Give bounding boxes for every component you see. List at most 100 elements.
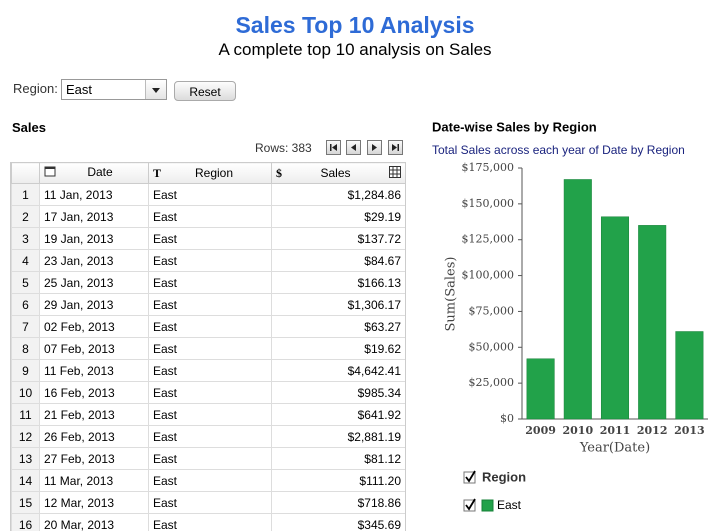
subtitle: A complete top 10 analysis on Sales bbox=[218, 40, 492, 59]
x-tick-label: 2013 bbox=[674, 424, 705, 437]
sales-cell: $137.72 bbox=[271, 227, 405, 250]
legend-title: Region bbox=[482, 469, 526, 484]
last-page[interactable] bbox=[388, 140, 403, 155]
region-cell: East bbox=[148, 315, 272, 338]
date-cell: 02 Feb, 2013 bbox=[39, 315, 149, 338]
legend-swatch bbox=[481, 499, 494, 512]
region-select[interactable]: East bbox=[61, 79, 167, 100]
y-tick-label: $0 bbox=[500, 412, 514, 425]
bar bbox=[526, 358, 555, 420]
y-tick-label: $175,000 bbox=[462, 161, 515, 174]
row-number: 12 bbox=[11, 425, 40, 448]
y-tick-label: $75,000 bbox=[469, 304, 515, 317]
row-number: 7 bbox=[11, 315, 40, 338]
date-cell: 25 Jan, 2013 bbox=[39, 271, 149, 294]
table: Date T Region $ Sales 1 11 Jan, 2013 East $1,284… bbox=[11, 162, 405, 531]
y-axis-label: Sum(Sales) bbox=[444, 257, 459, 332]
column-header: T Region bbox=[148, 162, 272, 184]
x-tick-label: 2009 bbox=[525, 424, 556, 437]
row-number: 1 bbox=[11, 183, 40, 206]
row-number: 8 bbox=[11, 337, 40, 360]
table-row: 9 11 Feb, 2013 East $4,642.41 bbox=[11, 359, 405, 382]
bar bbox=[675, 331, 704, 420]
table-row: 2 17 Jan, 2013 East $29.19 bbox=[11, 205, 405, 228]
row-number: 4 bbox=[11, 249, 40, 272]
y-tick-label: $150,000 bbox=[462, 197, 515, 210]
table-row: 5 25 Jan, 2013 East $166.13 bbox=[11, 271, 405, 294]
column-header: Date bbox=[39, 162, 149, 184]
region-cell: East bbox=[148, 271, 272, 294]
filter-label: Region: bbox=[13, 81, 58, 96]
bar bbox=[638, 225, 667, 420]
select-value: East bbox=[66, 82, 93, 97]
legend-title-checkbox[interactable] bbox=[463, 470, 476, 484]
row-number: 2 bbox=[11, 205, 40, 228]
prev-page[interactable] bbox=[346, 140, 361, 155]
icon bbox=[372, 144, 377, 151]
x-tick-label: 2012 bbox=[637, 424, 668, 437]
column-label: Region bbox=[194, 165, 234, 180]
row-number: 14 bbox=[11, 469, 40, 492]
next-page[interactable] bbox=[367, 140, 382, 155]
row-number: 9 bbox=[11, 359, 40, 382]
sales-cell: $63.27 bbox=[271, 315, 405, 338]
corner-cell bbox=[11, 162, 40, 184]
x-tick-label: 2010 bbox=[562, 424, 593, 437]
y-tick-label: $25,000 bbox=[469, 376, 515, 389]
y-tick-label: $100,000 bbox=[462, 269, 515, 282]
legend-checkbox[interactable] bbox=[463, 498, 476, 512]
select-arrow bbox=[145, 80, 166, 99]
column-label: Sales bbox=[320, 165, 351, 180]
row-number: 16 bbox=[11, 513, 40, 531]
icon bbox=[392, 144, 399, 151]
arrow-icon bbox=[152, 88, 160, 93]
table-row: 16 20 Mar, 2013 East $345.69 bbox=[11, 513, 405, 531]
table-row: 11 21 Feb, 2013 East $641.92 bbox=[11, 403, 405, 426]
column-type-icon: $ bbox=[276, 165, 282, 180]
grid-icon bbox=[389, 165, 401, 181]
first-page[interactable] bbox=[326, 140, 341, 155]
date-cell: 11 Feb, 2013 bbox=[39, 359, 149, 382]
date-cell: 27 Feb, 2013 bbox=[39, 447, 149, 470]
row-number: 15 bbox=[11, 491, 40, 514]
calendar-icon bbox=[44, 165, 56, 181]
sales-cell: $641.92 bbox=[271, 403, 405, 426]
header-row: Date T Region $ Sales bbox=[11, 162, 405, 184]
icon bbox=[351, 144, 356, 151]
bar bbox=[563, 179, 592, 420]
table-row: 7 02 Feb, 2013 East $63.27 bbox=[11, 315, 405, 338]
column-header: $ Sales bbox=[271, 162, 405, 184]
region-cell: East bbox=[148, 403, 272, 426]
legend-label: East bbox=[497, 498, 522, 512]
rows-count: Rows: 383 bbox=[255, 141, 312, 155]
sales-cell: $345.69 bbox=[271, 513, 405, 531]
chart-subtitle: Total Sales across each year of Date by … bbox=[432, 143, 685, 157]
sales-cell: $718.86 bbox=[271, 491, 405, 514]
y-tick-label: $125,000 bbox=[462, 233, 515, 246]
table-row: 13 27 Feb, 2013 East $81.12 bbox=[11, 447, 405, 470]
y-tick-label: $50,000 bbox=[469, 340, 515, 353]
row-number: 6 bbox=[11, 293, 40, 316]
title: Sales Top 10 Analysis bbox=[235, 12, 475, 38]
date-cell: 07 Feb, 2013 bbox=[39, 337, 149, 360]
column-label: Date bbox=[87, 165, 113, 179]
date-cell: 12 Mar, 2013 bbox=[39, 491, 149, 514]
date-cell: 20 Mar, 2013 bbox=[39, 513, 149, 531]
x-axis-label: Year(Date) bbox=[579, 441, 650, 456]
icon bbox=[330, 144, 337, 151]
data-table: Date T Region $ Sales 1 11 Jan, 2013 East $1,284… bbox=[10, 162, 406, 531]
row-number: 13 bbox=[11, 447, 40, 470]
table-row: 3 19 Jan, 2013 East $137.72 bbox=[11, 227, 405, 250]
table-row: 15 12 Mar, 2013 East $718.86 bbox=[11, 491, 405, 514]
bar bbox=[600, 216, 630, 420]
table-title: Sales bbox=[12, 120, 46, 135]
reset-button[interactable]: Reset bbox=[174, 81, 236, 101]
sales-cell: $1,306.17 bbox=[271, 293, 405, 316]
date-cell: 11 Mar, 2013 bbox=[39, 469, 149, 492]
row-number: 11 bbox=[11, 403, 40, 426]
chart-title: Date-wise Sales by Region bbox=[432, 119, 597, 134]
column-type-icon: T bbox=[153, 165, 162, 180]
x-tick-label: 2011 bbox=[600, 424, 631, 437]
